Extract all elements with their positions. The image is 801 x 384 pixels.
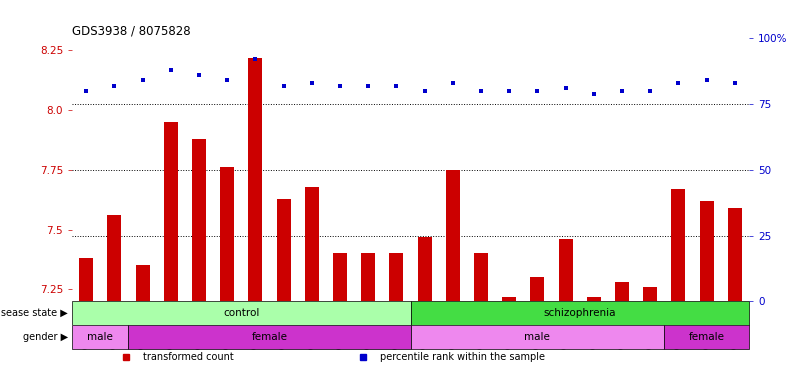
Bar [664, 325, 749, 349]
Point [305, 80, 318, 86]
Bar [615, 282, 629, 301]
Bar [128, 325, 411, 349]
Point [164, 67, 177, 73]
Bar [389, 253, 404, 301]
Text: schizophrenia: schizophrenia [543, 308, 616, 318]
Text: transformed count: transformed count [143, 352, 234, 362]
Point [446, 80, 459, 86]
Point [249, 56, 262, 63]
Bar [417, 237, 432, 301]
Text: gender ▶: gender ▶ [23, 332, 68, 342]
Text: control: control [223, 308, 260, 318]
Bar [699, 201, 714, 301]
Point [616, 88, 629, 94]
Bar [728, 208, 742, 301]
Point [221, 78, 234, 84]
Point [475, 88, 488, 94]
Bar [72, 325, 128, 349]
Point [644, 88, 657, 94]
Point [587, 91, 600, 97]
Bar [446, 170, 460, 301]
Bar [643, 287, 658, 301]
Point [136, 78, 149, 84]
Point [277, 83, 290, 89]
Bar [411, 325, 664, 349]
Text: disease state ▶: disease state ▶ [0, 308, 68, 318]
Bar [304, 187, 319, 301]
Bar [587, 296, 601, 301]
Bar [558, 239, 573, 301]
Text: percentile rank within the sample: percentile rank within the sample [380, 352, 545, 362]
Bar [361, 253, 375, 301]
Bar [248, 58, 263, 301]
Bar [333, 253, 347, 301]
Point [333, 83, 346, 89]
Bar [502, 296, 517, 301]
Text: male: male [525, 332, 550, 342]
Bar [276, 199, 291, 301]
Bar [135, 265, 150, 301]
Bar [220, 167, 234, 301]
Point [503, 88, 516, 94]
Bar [671, 189, 686, 301]
Point [362, 83, 375, 89]
Point [672, 80, 685, 86]
Bar [107, 215, 122, 301]
Text: female: female [689, 332, 725, 342]
Bar [163, 122, 178, 301]
Bar [79, 258, 93, 301]
Bar [530, 277, 545, 301]
Point [531, 88, 544, 94]
Bar [192, 139, 206, 301]
Text: GDS3938 / 8075828: GDS3938 / 8075828 [72, 24, 191, 37]
Point [700, 78, 713, 84]
Point [80, 88, 93, 94]
Bar [72, 301, 411, 325]
Point [728, 80, 741, 86]
Point [418, 88, 431, 94]
Point [559, 85, 572, 91]
Text: male: male [87, 332, 113, 342]
Point [390, 83, 403, 89]
Text: female: female [252, 332, 288, 342]
Bar [474, 253, 488, 301]
Point [192, 72, 205, 78]
Bar [411, 301, 749, 325]
Point [108, 83, 121, 89]
